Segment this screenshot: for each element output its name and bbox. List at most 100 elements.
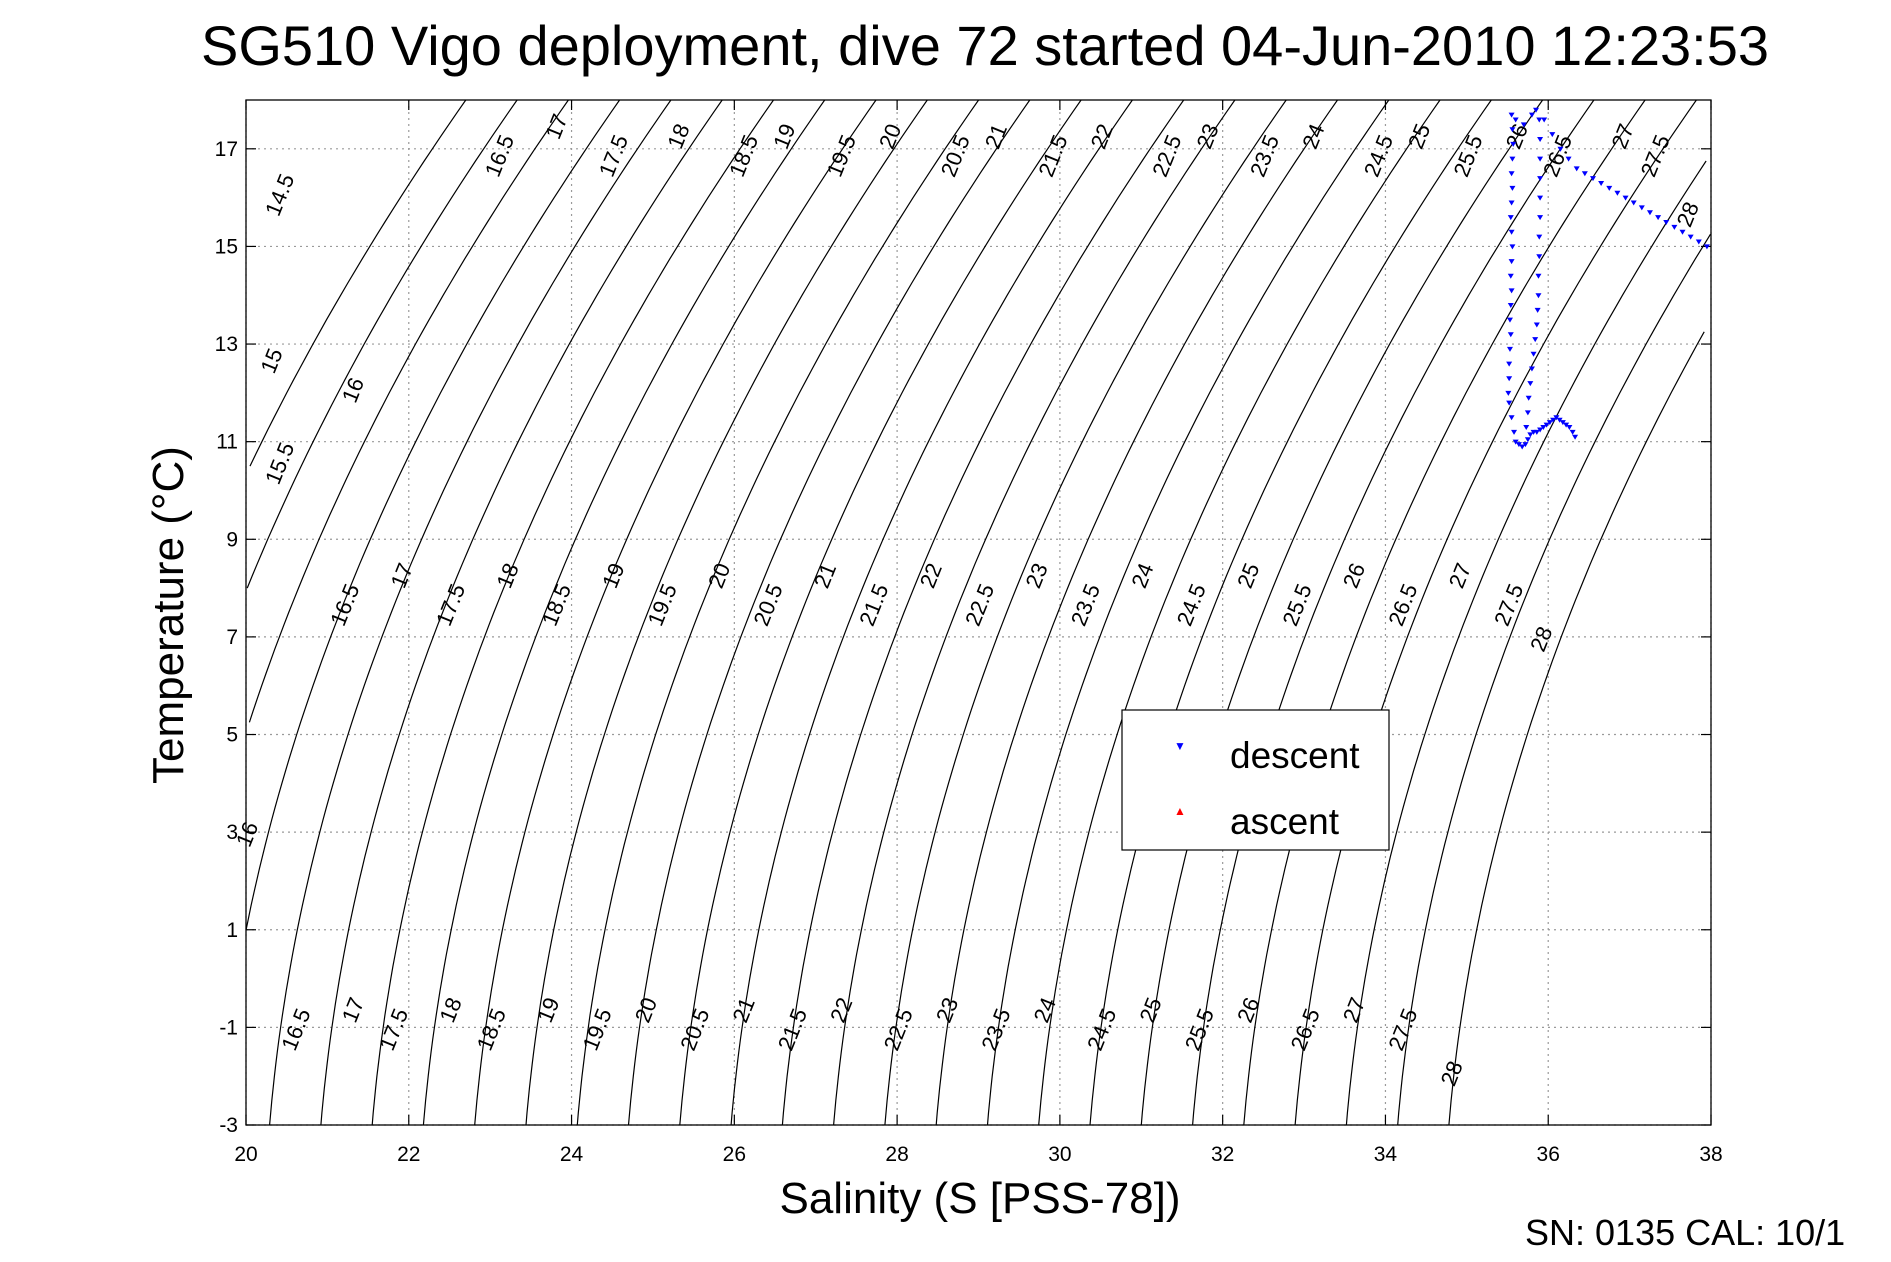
- contour-label: 20.5: [936, 131, 975, 180]
- descent-point: [1535, 273, 1542, 279]
- contour-label: 21.5: [1033, 131, 1072, 180]
- isopycnal-contour: [1192, 99, 1595, 1126]
- contour-label: 19.5: [578, 1005, 617, 1054]
- descent-point: [1573, 166, 1580, 172]
- descent-point: [1557, 146, 1564, 152]
- y-tick-label: 1: [226, 919, 238, 942]
- descent-point: [1655, 215, 1662, 221]
- descent-point: [1572, 434, 1579, 440]
- y-tick-label: 5: [226, 724, 238, 747]
- contour-label: 20.5: [748, 580, 787, 629]
- x-tick-label: 32: [1211, 1143, 1234, 1166]
- contour-label: 23.5: [1066, 580, 1105, 629]
- contour-label: 19: [597, 559, 629, 591]
- isopycnal-contour: [1140, 99, 1544, 1126]
- descent-point: [1507, 215, 1514, 221]
- contour-label: 26: [1338, 559, 1370, 591]
- descent-point: [1536, 117, 1543, 123]
- descent-point: [1508, 200, 1515, 206]
- isopycnal-contour: [781, 99, 1185, 1126]
- descent-point: [1508, 112, 1515, 118]
- descent-point: [1528, 112, 1535, 118]
- descent-point: [1506, 317, 1513, 323]
- y-tick-label: 15: [215, 235, 238, 258]
- descent-point: [1533, 107, 1540, 113]
- descent-point: [1537, 137, 1544, 143]
- contour-label: 18.5: [537, 580, 576, 629]
- legend-descent-marker-icon: ▼: [1174, 739, 1186, 753]
- contour-label: 20: [703, 559, 735, 591]
- descent-point: [1524, 410, 1531, 416]
- isopycnal-contour: [986, 99, 1390, 1126]
- y-tick-label: 17: [215, 138, 238, 161]
- calibration-footer: SN: 0135 CAL: 10/1: [1525, 1212, 1845, 1253]
- descent-point: [1546, 420, 1553, 426]
- contour-label: 22.5: [960, 580, 999, 629]
- contour-label: 28: [1525, 623, 1557, 655]
- descent-point: [1559, 420, 1566, 426]
- y-tick-label: -1: [219, 1016, 238, 1039]
- contour-label: 21.5: [773, 1005, 812, 1054]
- descent-point: [1509, 156, 1516, 162]
- contour-label: 19: [768, 120, 800, 152]
- y-tick-label: 11: [216, 431, 238, 454]
- descent-point: [1606, 185, 1613, 191]
- x-tick-label: 38: [1699, 1143, 1722, 1166]
- descent-point: [1508, 259, 1515, 265]
- isopycnal-contour: [320, 99, 723, 1126]
- descent-point: [1598, 180, 1605, 186]
- series-descent: [1505, 107, 1710, 450]
- y-tick-label: 13: [215, 333, 238, 356]
- y-tick-label: 3: [226, 821, 238, 844]
- descent-point: [1536, 254, 1543, 260]
- contour-label: 19.5: [822, 131, 861, 180]
- contour-label: 26.5: [1383, 580, 1422, 629]
- descent-point: [1509, 127, 1516, 133]
- descent-point: [1537, 215, 1544, 221]
- contour-label: 26.5: [1538, 131, 1577, 180]
- descent-point: [1509, 244, 1516, 250]
- isopycnal-contour: [1345, 160, 1707, 1126]
- isopycnal-contour: [679, 99, 1082, 1126]
- contour-label: 23: [1020, 559, 1052, 591]
- contour-label: 24: [1297, 120, 1329, 152]
- contour-label: 17: [386, 559, 418, 591]
- x-tick-label: 30: [1048, 1143, 1071, 1166]
- descent-point: [1540, 425, 1547, 431]
- descent-point: [1523, 425, 1530, 431]
- isopycnal-contour: [245, 99, 621, 930]
- contour-label: 20: [630, 994, 662, 1026]
- isopycnal-contour: [935, 99, 1338, 1126]
- descent-point: [1512, 117, 1519, 123]
- x-tick-label: 34: [1374, 1143, 1398, 1166]
- x-tick-label: 36: [1537, 1143, 1560, 1166]
- descent-point: [1537, 195, 1544, 201]
- isopycnal-contour: [884, 99, 1287, 1126]
- isopycnal-contour: [1243, 99, 1646, 1126]
- descent-point: [1614, 190, 1621, 196]
- descent-point: [1535, 293, 1542, 299]
- contour-label: 18: [491, 559, 523, 591]
- contour-label: 22: [825, 994, 857, 1026]
- contour-label: 26.5: [1286, 1005, 1325, 1054]
- contour-label: 17: [540, 110, 572, 142]
- contour-label: 23.5: [976, 1005, 1015, 1054]
- contour-label: 25.5: [1180, 1005, 1219, 1054]
- contour-label: 23: [931, 994, 963, 1026]
- descent-point: [1507, 332, 1514, 338]
- contour-label: 27.5: [1383, 1005, 1422, 1054]
- descent-point: [1527, 381, 1534, 387]
- isopycnal-contour: [269, 99, 672, 1126]
- contour-label: 18.5: [472, 1005, 511, 1054]
- contour-label: 23.5: [1245, 131, 1284, 180]
- contour-label: 22: [915, 559, 947, 591]
- descent-point: [1508, 171, 1515, 177]
- legend-ascent-marker-icon: ▲: [1174, 804, 1186, 818]
- isopycnal-contour: [833, 99, 1236, 1126]
- descent-point: [1511, 429, 1518, 435]
- y-tick-label: 9: [226, 528, 238, 551]
- contour-label: 22.5: [1147, 131, 1186, 180]
- descent-point: [1541, 117, 1548, 123]
- isopycnal-contour: [422, 99, 826, 1126]
